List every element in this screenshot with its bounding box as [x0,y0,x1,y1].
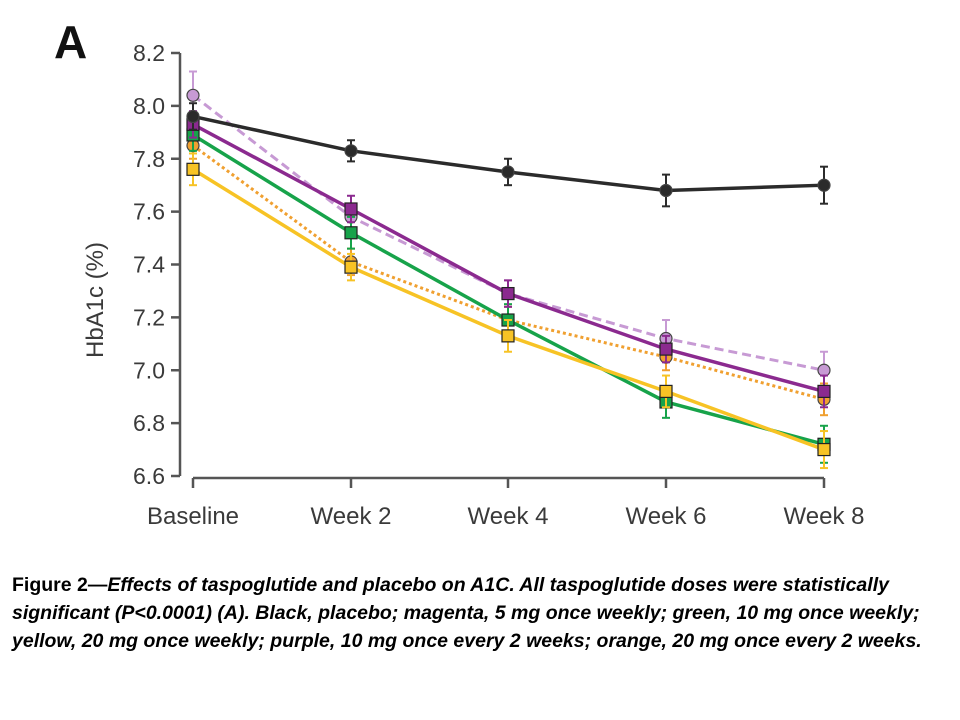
x-tick-label: Week 8 [784,503,865,530]
series-3 [186,152,831,470]
x-tick-label: Week 2 [311,503,392,530]
data-point [659,342,673,356]
data-point [186,109,200,124]
data-point [817,363,831,377]
data-point [344,260,358,274]
y-tick-label: 7.8 [133,146,165,172]
caption-lead: Figure 2— [12,574,108,596]
data-point [344,144,358,158]
y-tick-label: 7.4 [133,252,165,278]
caption-body: Effects of taspoglutide and placebo on A… [12,574,922,652]
y-axis: 6.6 6.8 7.0 7.2 7.4 7.6 7.8 8.0 8.2 [133,40,182,489]
figure-caption: Figure 2—Effects of taspoglutide and pla… [12,571,956,655]
x-tick-label: Week 4 [468,503,549,530]
y-tick-label: 6.8 [133,410,165,436]
x-axis: Baseline Week 2 Week 4 Week 6 Week 8 [147,476,865,530]
data-point [344,226,358,240]
x-tick-label: Week 6 [626,503,707,530]
data-point [817,442,831,457]
data-point [501,165,515,179]
data-point [186,88,200,102]
data-point [186,162,200,176]
data-point [817,384,831,398]
y-tick-label: 7.0 [133,357,165,383]
y-tick-label: 6.6 [133,463,165,489]
y-tick-label: 7.6 [133,199,165,225]
y-tick-label: 8.2 [133,40,165,66]
series-5 [186,102,831,208]
series-line [192,94,825,372]
y-axis-label: HbA1c (%) [82,242,109,358]
data-point [659,183,673,198]
x-tick-label: Baseline [147,503,239,530]
plot-area [186,70,831,470]
data-point [659,384,673,398]
data-point [817,178,831,192]
data-point [501,329,515,343]
panel-label: A [54,16,87,68]
series-4 [186,110,831,409]
data-point [501,286,515,301]
chart: A 6.6 6.8 7.0 7.2 7.4 7.6 7.8 8.0 8.2 Baseline We… [54,16,865,530]
y-tick-label: 7.2 [133,304,165,330]
data-point [344,202,358,216]
y-tick-label: 8.0 [133,93,165,119]
